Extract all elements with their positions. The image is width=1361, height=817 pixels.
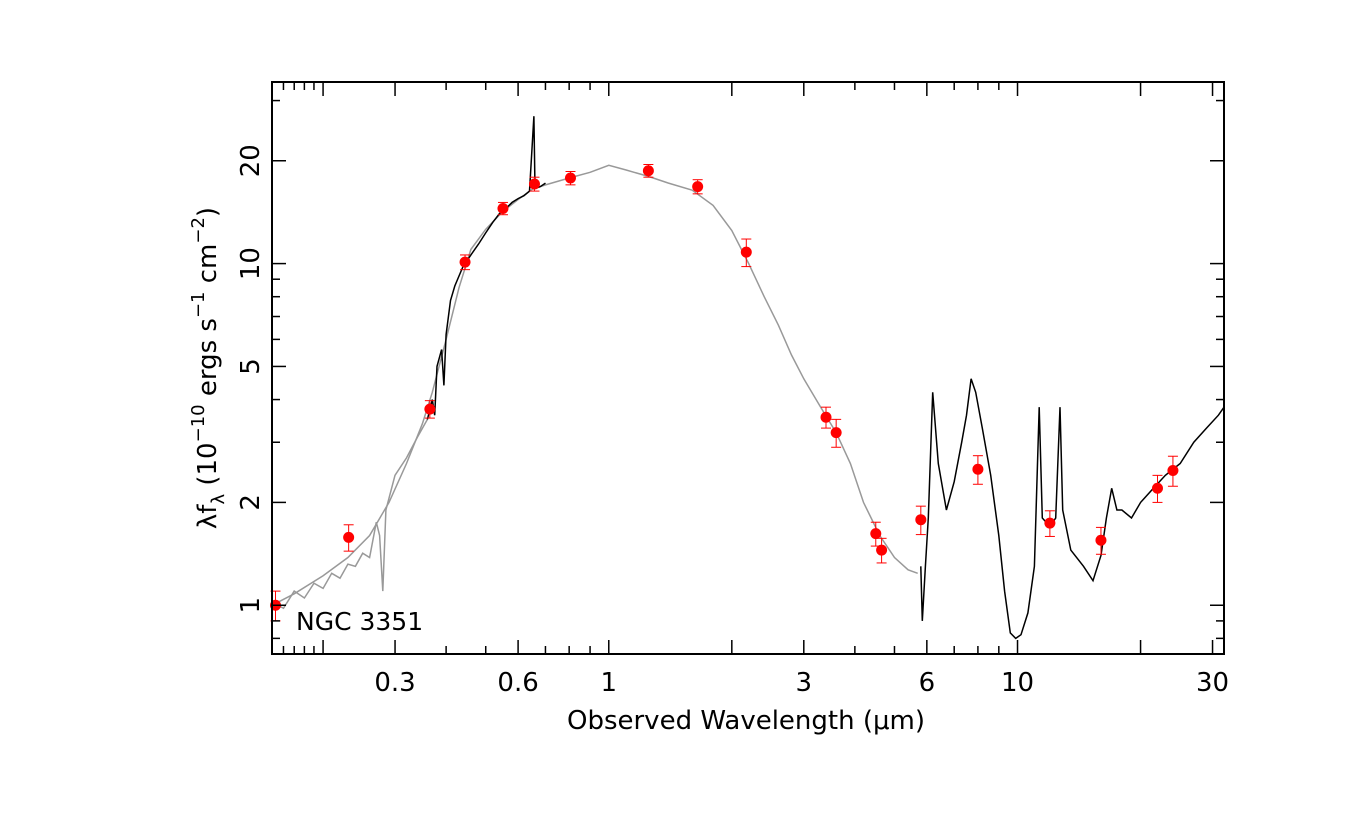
data-point xyxy=(1095,534,1107,546)
spectrum-curves xyxy=(271,116,1225,640)
x-tick-label: 3 xyxy=(796,668,813,698)
data-point xyxy=(642,165,654,177)
data-point xyxy=(740,246,752,258)
data-point xyxy=(870,528,882,540)
data-point xyxy=(497,202,509,214)
data-point xyxy=(915,514,927,526)
data-point xyxy=(528,178,540,190)
y-label-open: (10 xyxy=(193,442,223,494)
data-point xyxy=(1151,482,1163,494)
y-label-mid2: cm xyxy=(193,244,223,292)
data-point xyxy=(830,427,842,439)
data-point xyxy=(820,411,832,423)
tick-labels: 0.3 0.6 1 3 6 10 30 1 2 5 10 20 xyxy=(236,144,1229,698)
x-tick-label: 0.6 xyxy=(497,668,538,698)
y-tick-label: 1 xyxy=(236,597,266,614)
model-sed-curve xyxy=(271,164,918,606)
y-tick-label: 2 xyxy=(236,494,266,511)
data-point xyxy=(1044,517,1056,529)
y-tick-label: 10 xyxy=(236,247,266,280)
y-tick-label: 5 xyxy=(236,358,266,375)
y-label-exp3: −2 xyxy=(188,217,209,244)
y-label-exp2: −1 xyxy=(188,291,209,318)
data-point xyxy=(564,172,576,184)
y-label-mid: ergs s xyxy=(193,318,223,404)
photometry-points xyxy=(270,165,1179,611)
x-tick-label: 10 xyxy=(1001,668,1034,698)
data-point xyxy=(459,256,471,268)
uv-model-curve xyxy=(271,419,429,610)
x-tick-label: 0.3 xyxy=(374,668,415,698)
x-tick-label: 6 xyxy=(919,668,936,698)
optical-spectrum-line xyxy=(426,116,546,420)
y-tick-label: 20 xyxy=(236,144,266,177)
data-point xyxy=(424,403,436,415)
y-label-close: ) xyxy=(193,207,223,217)
x-tick-label: 1 xyxy=(600,668,617,698)
data-point xyxy=(876,544,888,556)
data-point xyxy=(343,531,355,543)
x-axis-label: Observed Wavelength (μm) xyxy=(567,706,925,736)
y-label-exp1: −10 xyxy=(188,404,209,442)
data-point xyxy=(692,181,704,193)
data-point xyxy=(972,463,984,475)
y-axis-label: λfλ (10−10 ergs s−1 cm−2) xyxy=(188,207,229,529)
error-bars xyxy=(270,163,1178,622)
y-label-sub: λ xyxy=(208,494,229,505)
data-point xyxy=(1167,464,1179,476)
axis-ticks xyxy=(271,82,1224,654)
ir-spectrum-line xyxy=(920,378,1225,640)
chart-annotation: NGC 3351 xyxy=(296,607,423,636)
plot-frame xyxy=(271,81,1225,655)
y-label-prefix: λf xyxy=(193,504,223,529)
x-tick-label: 30 xyxy=(1196,668,1229,698)
